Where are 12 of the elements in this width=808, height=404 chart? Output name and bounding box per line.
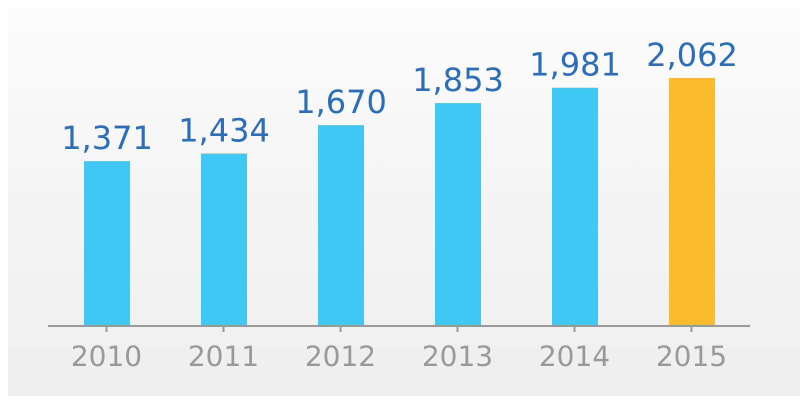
- x-tick-label: 2015: [656, 340, 728, 373]
- data-label: 1,670: [295, 83, 387, 122]
- x-tick-label: 2014: [538, 340, 610, 373]
- x-tick-label: 2010: [70, 340, 142, 373]
- data-label: 1,434: [178, 112, 270, 150]
- data-label: 1,981: [529, 46, 621, 84]
- x-tick-label: 2011: [188, 340, 260, 373]
- data-label: 1,853: [412, 61, 504, 100]
- data-label: 2,062: [646, 36, 738, 74]
- data-label: 1,371: [61, 119, 153, 158]
- x-tick-label: 2013: [422, 340, 494, 373]
- x-tick-label: 2012: [304, 340, 376, 373]
